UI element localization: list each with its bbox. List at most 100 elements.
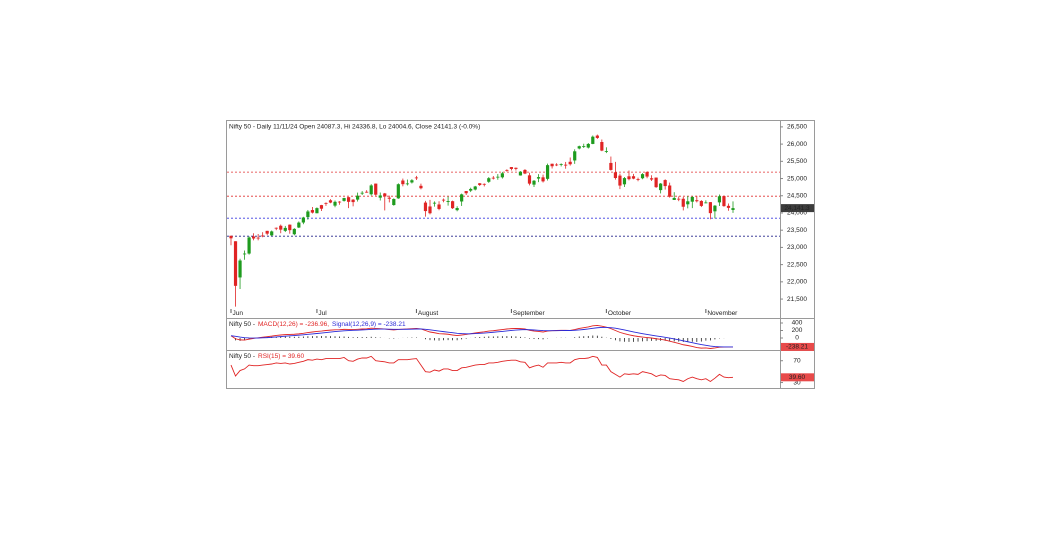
candle-body bbox=[283, 227, 287, 231]
candle-body bbox=[469, 188, 473, 191]
candle-body bbox=[460, 194, 464, 202]
x-tick-label: August bbox=[418, 310, 438, 317]
series-line bbox=[230, 326, 733, 348]
last-value-box bbox=[781, 373, 814, 382]
chart-frame bbox=[226, 120, 815, 389]
candle-body bbox=[301, 217, 305, 223]
candle-body bbox=[536, 177, 541, 179]
candle-body bbox=[509, 167, 513, 169]
candle-body bbox=[242, 253, 247, 255]
last-value-label: 24,141.3 bbox=[784, 205, 810, 212]
last-value-box bbox=[781, 342, 814, 351]
candle-body bbox=[346, 197, 351, 202]
candle-body bbox=[374, 183, 378, 195]
legend: Nifty 50 - RSI(15) = 39.60 bbox=[229, 353, 304, 360]
candle-body bbox=[437, 204, 441, 209]
candle-body bbox=[428, 206, 432, 214]
candle-body bbox=[649, 178, 654, 180]
candle-body bbox=[478, 183, 482, 186]
candle-body bbox=[365, 191, 369, 193]
candle-body bbox=[252, 236, 256, 239]
candle-body bbox=[229, 235, 233, 239]
candle-body bbox=[360, 192, 364, 194]
candle-body bbox=[451, 201, 455, 209]
candle-body bbox=[315, 208, 319, 214]
candle-body bbox=[686, 201, 690, 205]
legend: Nifty 50 - MACD(12,26) = -236.96, Signal(1… bbox=[229, 321, 406, 328]
candle-body bbox=[482, 183, 486, 185]
candle-body bbox=[595, 135, 599, 138]
x-tick-label: Jun bbox=[233, 310, 244, 317]
panel-title: Nifty 50 - bbox=[229, 353, 255, 360]
candle-body bbox=[695, 200, 699, 202]
candle-body bbox=[573, 151, 577, 161]
candle-body bbox=[410, 180, 414, 183]
candle-body bbox=[274, 227, 278, 229]
candle-body bbox=[640, 174, 645, 179]
candle-body bbox=[704, 202, 708, 204]
candle-body bbox=[527, 175, 532, 184]
candle-body bbox=[681, 198, 685, 207]
candle-body bbox=[333, 201, 337, 206]
candle-body bbox=[306, 211, 310, 218]
candle-body bbox=[699, 200, 703, 206]
candle-body bbox=[627, 176, 631, 180]
candle-body bbox=[555, 164, 559, 166]
candle-body bbox=[654, 177, 658, 188]
y-tick-label: 25,000 bbox=[787, 175, 807, 182]
candle-body bbox=[423, 202, 428, 212]
candle-body bbox=[455, 208, 459, 211]
candle-body bbox=[446, 201, 450, 202]
candle-body bbox=[464, 191, 468, 194]
candle-body bbox=[337, 201, 342, 203]
candle-body bbox=[288, 224, 292, 231]
candle-body bbox=[577, 146, 581, 149]
candle-body bbox=[401, 180, 405, 185]
candle-body bbox=[392, 198, 396, 206]
last-value-box bbox=[781, 204, 814, 213]
x-tick-label: November bbox=[707, 310, 738, 317]
candle-body bbox=[279, 225, 283, 230]
candle-body bbox=[238, 260, 242, 278]
candle-body bbox=[432, 202, 437, 204]
candle-body bbox=[564, 164, 568, 166]
candle-body bbox=[500, 173, 504, 178]
candle-body bbox=[604, 151, 608, 152]
y-tick-label: 400 bbox=[792, 320, 803, 327]
candle-body bbox=[256, 237, 260, 239]
candle-body bbox=[690, 196, 694, 202]
candle-body bbox=[405, 183, 409, 185]
y-tick-label: 26,000 bbox=[787, 141, 807, 148]
candle-body bbox=[351, 199, 355, 203]
candle-body bbox=[356, 195, 360, 200]
series-line bbox=[230, 355, 734, 382]
candle-body bbox=[659, 183, 663, 191]
candle-body bbox=[505, 169, 509, 171]
candle-body bbox=[559, 164, 563, 165]
candle-body bbox=[473, 186, 477, 190]
candle-body bbox=[591, 136, 595, 144]
candle-body bbox=[514, 167, 518, 169]
candle-body bbox=[310, 210, 315, 213]
y-tick-label: 26,500 bbox=[787, 124, 807, 131]
last-value-label: 39.60 bbox=[789, 374, 806, 381]
candle-body bbox=[319, 205, 324, 209]
candle-body bbox=[550, 163, 554, 167]
y-tick-label: 22,500 bbox=[787, 261, 807, 268]
y-tick-label: 22,000 bbox=[787, 279, 807, 286]
candle-body bbox=[618, 175, 622, 186]
candle-body bbox=[233, 241, 238, 286]
candle-body bbox=[270, 231, 274, 236]
candle-body bbox=[541, 177, 545, 182]
candle-body bbox=[297, 222, 301, 228]
candle-body bbox=[441, 199, 446, 201]
chart-title: Nifty 50 - Daily 11/11/24 Open 24087.3, … bbox=[229, 124, 480, 131]
y-tick-label: 70 bbox=[793, 357, 801, 364]
candle-body bbox=[622, 178, 627, 185]
candle-body bbox=[586, 143, 590, 148]
y-tick-label: 24,500 bbox=[787, 192, 807, 199]
candle-body bbox=[672, 197, 676, 200]
candle-body bbox=[726, 205, 731, 208]
legend-entry: MACD(12,26) = -236.96, bbox=[258, 321, 329, 328]
